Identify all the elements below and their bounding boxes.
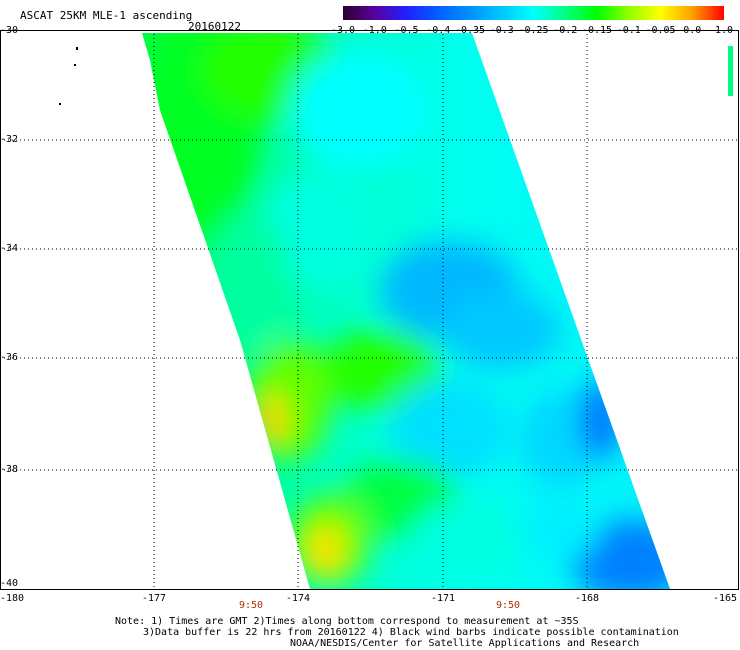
colorbar-tick-label: -1.0	[362, 25, 387, 36]
time-label: 9:50	[495, 600, 521, 611]
colorbar-tick-label: -0.3	[489, 25, 514, 36]
lat-label: -38	[0, 464, 19, 475]
colorbar-tick-label: 1.0	[714, 25, 734, 36]
colorbar-tick-label: -0.4	[426, 25, 451, 36]
colorbar-tick-label: -0.35	[454, 25, 486, 36]
footer-note-1: Note: 1) Times are GMT 2)Times along bot…	[115, 616, 579, 627]
colorbar-tick-label: -0.5	[394, 25, 419, 36]
lat-label: -36	[0, 352, 19, 363]
colorbar-tick-label: -0.15	[581, 25, 613, 36]
colorbar-tick-label: -3.0	[330, 25, 356, 36]
map-frame	[0, 30, 739, 590]
colorbar-tick-label: -0.05	[645, 25, 676, 36]
lat-label: -34	[0, 243, 19, 254]
colorbar-tick-label: -0.25	[518, 25, 549, 36]
lon-label: -168	[574, 593, 600, 604]
colorbar-tick-label: -0.2	[553, 25, 578, 36]
edge-swath	[728, 46, 733, 96]
lon-label: -165	[712, 593, 738, 604]
colorbar-tick-label: -0.1	[616, 25, 641, 36]
lon-label: -171	[430, 593, 456, 604]
footer-note-3: NOAA/NESDIS/Center for Satellite Applica…	[290, 638, 640, 649]
colorbar-tick-label: 0.0	[683, 25, 702, 36]
map-date: 20160122	[188, 20, 241, 33]
map-title: ASCAT 25KM MLE-1 ascending	[20, 9, 193, 22]
lon-label: -174	[285, 593, 311, 604]
time-label: 9:50	[238, 600, 264, 611]
gridlines	[0, 30, 740, 589]
lon-label: -180	[0, 593, 25, 604]
swath-data	[142, 33, 670, 589]
lat-label: -32	[0, 134, 19, 145]
colorbar	[343, 6, 724, 20]
footer-note-2: 3)Data buffer is 22 hrs from 20160122 4)…	[143, 627, 679, 638]
lat-label: -30	[0, 25, 19, 36]
lon-label: -177	[141, 593, 167, 604]
colorbar-gradient	[343, 6, 724, 20]
lat-label: -40	[0, 578, 19, 589]
